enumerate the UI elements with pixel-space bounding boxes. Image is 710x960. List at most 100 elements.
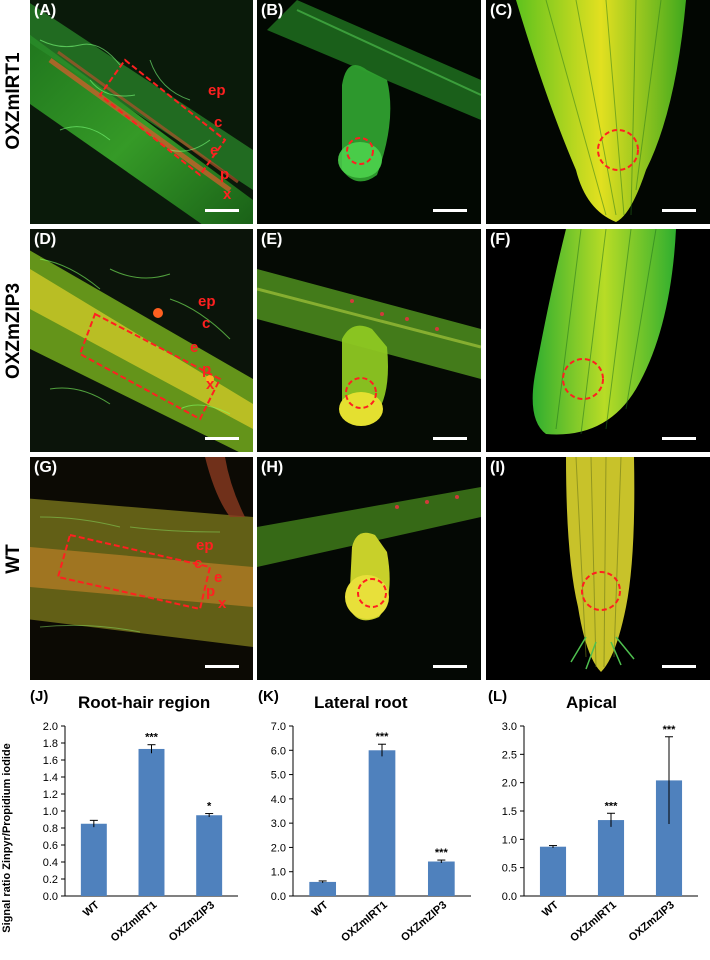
micrograph-panel-e: (E) <box>257 229 481 452</box>
lateral-root-image <box>257 0 481 224</box>
micrograph-panel-a: (A) ep c e p x <box>30 0 253 224</box>
annotation-c: c <box>202 315 211 332</box>
scale-bar <box>662 437 696 440</box>
annotation-ep: ep <box>198 293 216 310</box>
significance-label: * <box>207 801 212 813</box>
root-hair-region-image <box>30 457 253 680</box>
y-tick-label: 2.0 <box>271 842 286 854</box>
bar <box>427 861 455 896</box>
bar <box>138 748 165 896</box>
significance-label: *** <box>435 847 449 859</box>
micrograph-panel-d: (D) ep c e p x <box>30 229 253 452</box>
y-tick-label: 1.2 <box>43 789 58 801</box>
y-tick-label: 5.0 <box>271 770 286 782</box>
annotation-c: c <box>194 555 203 572</box>
root-hair-region-image <box>30 229 253 452</box>
x-tick-label: WT <box>81 899 102 919</box>
y-tick-label: 0.6 <box>43 840 58 852</box>
annotation-x: x <box>218 595 227 612</box>
root-apex-image <box>486 229 710 452</box>
y-tick-label: 0.8 <box>43 823 58 835</box>
significance-label: *** <box>605 800 619 812</box>
micrograph-panel-h: (H) <box>257 457 481 680</box>
y-tick-label: 1.0 <box>502 834 517 846</box>
micrograph-panel-c: (C) <box>486 0 710 224</box>
panel-tag-e: (E) <box>261 231 283 248</box>
micrograph-panel-g: (G) ep c e p x <box>30 457 253 680</box>
y-tick-label: 0.0 <box>502 891 517 903</box>
chart-title-k: Lateral root <box>314 693 408 712</box>
annotation-p: p <box>220 166 230 183</box>
annotation-p: p <box>202 361 212 378</box>
bar <box>80 823 107 896</box>
y-tick-label: 0.5 <box>502 863 517 875</box>
y-tick-label: 0.0 <box>43 891 58 903</box>
y-tick-label: 1.6 <box>43 755 58 767</box>
y-tick-label: 2.0 <box>43 721 58 733</box>
annotation-x: x <box>206 376 215 393</box>
x-tick-label: OXZmIRT1 <box>568 899 619 944</box>
y-tick-label: 0.4 <box>43 857 58 869</box>
x-tick-label: WT <box>310 899 331 919</box>
scale-bar <box>205 665 239 668</box>
panel-tag-b: (B) <box>261 2 284 19</box>
chart-ylabel: Signal ratio Zinpyr/Propidium iodide <box>1 743 13 933</box>
y-tick-label: 2.5 <box>502 749 517 761</box>
bar <box>597 820 625 896</box>
lateral-root-image <box>257 229 481 452</box>
y-tick-label: 3.0 <box>271 818 286 830</box>
scale-bar <box>662 209 696 212</box>
y-tick-label: 3.0 <box>502 721 517 733</box>
annotation-c: c <box>214 114 223 131</box>
scale-bar <box>205 437 239 440</box>
annotation-e: e <box>190 339 199 356</box>
significance-label: *** <box>376 731 390 743</box>
x-tick-label: OXZmIRT1 <box>339 899 390 944</box>
root-hair-region-image <box>30 0 253 224</box>
annotation-p: p <box>206 583 216 600</box>
annotation-e: e <box>210 142 219 159</box>
chart-tag-k: (K) <box>258 688 279 705</box>
annotation-e: e <box>214 569 223 586</box>
chart-tag-l: (L) <box>488 688 508 705</box>
lateral-root-image <box>257 457 481 680</box>
chart-title-l: Apical <box>566 693 618 712</box>
chart-tag-j: (J) <box>30 688 49 705</box>
significance-label: *** <box>145 732 159 744</box>
y-tick-label: 0.2 <box>43 874 58 886</box>
annotation-ep: ep <box>208 82 226 99</box>
x-tick-label: OXZmIRT1 <box>109 899 160 944</box>
micrograph-panel-f: (F) <box>486 229 710 452</box>
y-tick-label: 1.0 <box>43 806 58 818</box>
micrograph-panel-b: (B) <box>257 0 481 224</box>
x-tick-label: OXZmZIP3 <box>627 899 677 944</box>
bar-chart-root-hair-region: 0.0 0.2 0.4 0.6 0.8 1.0 1.2 1.4 1.6 1.8 2.0 WT *** OX… <box>43 721 238 944</box>
x-tick-label: OXZmZIP3 <box>399 899 449 944</box>
row-label-wt: WT <box>3 544 24 574</box>
panel-tag-g: (G) <box>34 459 58 476</box>
panel-tag-i: (I) <box>490 459 506 476</box>
bar <box>196 815 223 896</box>
y-tick-label: 2.0 <box>502 778 517 790</box>
y-tick-label: 0.0 <box>271 891 286 903</box>
panel-tag-h: (H) <box>261 459 284 476</box>
significance-label: *** <box>663 724 677 736</box>
panel-tag-f: (F) <box>490 231 511 248</box>
bar-chart-apical: 0.0 0.5 1.0 1.5 2.0 2.5 3.0 WT *** OXZmIRT1 *** OXZ… <box>502 721 698 944</box>
x-tick-label: OXZmZIP3 <box>167 899 217 944</box>
x-tick-label: WT <box>540 899 561 919</box>
root-apex-image <box>486 457 710 680</box>
scale-bar <box>205 209 239 212</box>
chart-title-j: Root-hair region <box>78 693 211 712</box>
y-tick-label: 6.0 <box>271 745 286 757</box>
scale-bar <box>433 665 467 668</box>
row-label-oxzmzip3: OXZmZIP3 <box>3 282 24 380</box>
scale-bar <box>433 209 467 212</box>
bar <box>368 750 396 896</box>
y-tick-label: 1.0 <box>271 867 286 879</box>
annotation-x: x <box>223 186 232 203</box>
y-tick-label: 7.0 <box>271 721 286 733</box>
panel-tag-d: (D) <box>34 231 57 248</box>
root-apex-image <box>486 0 710 224</box>
y-tick-label: 1.8 <box>43 738 58 750</box>
